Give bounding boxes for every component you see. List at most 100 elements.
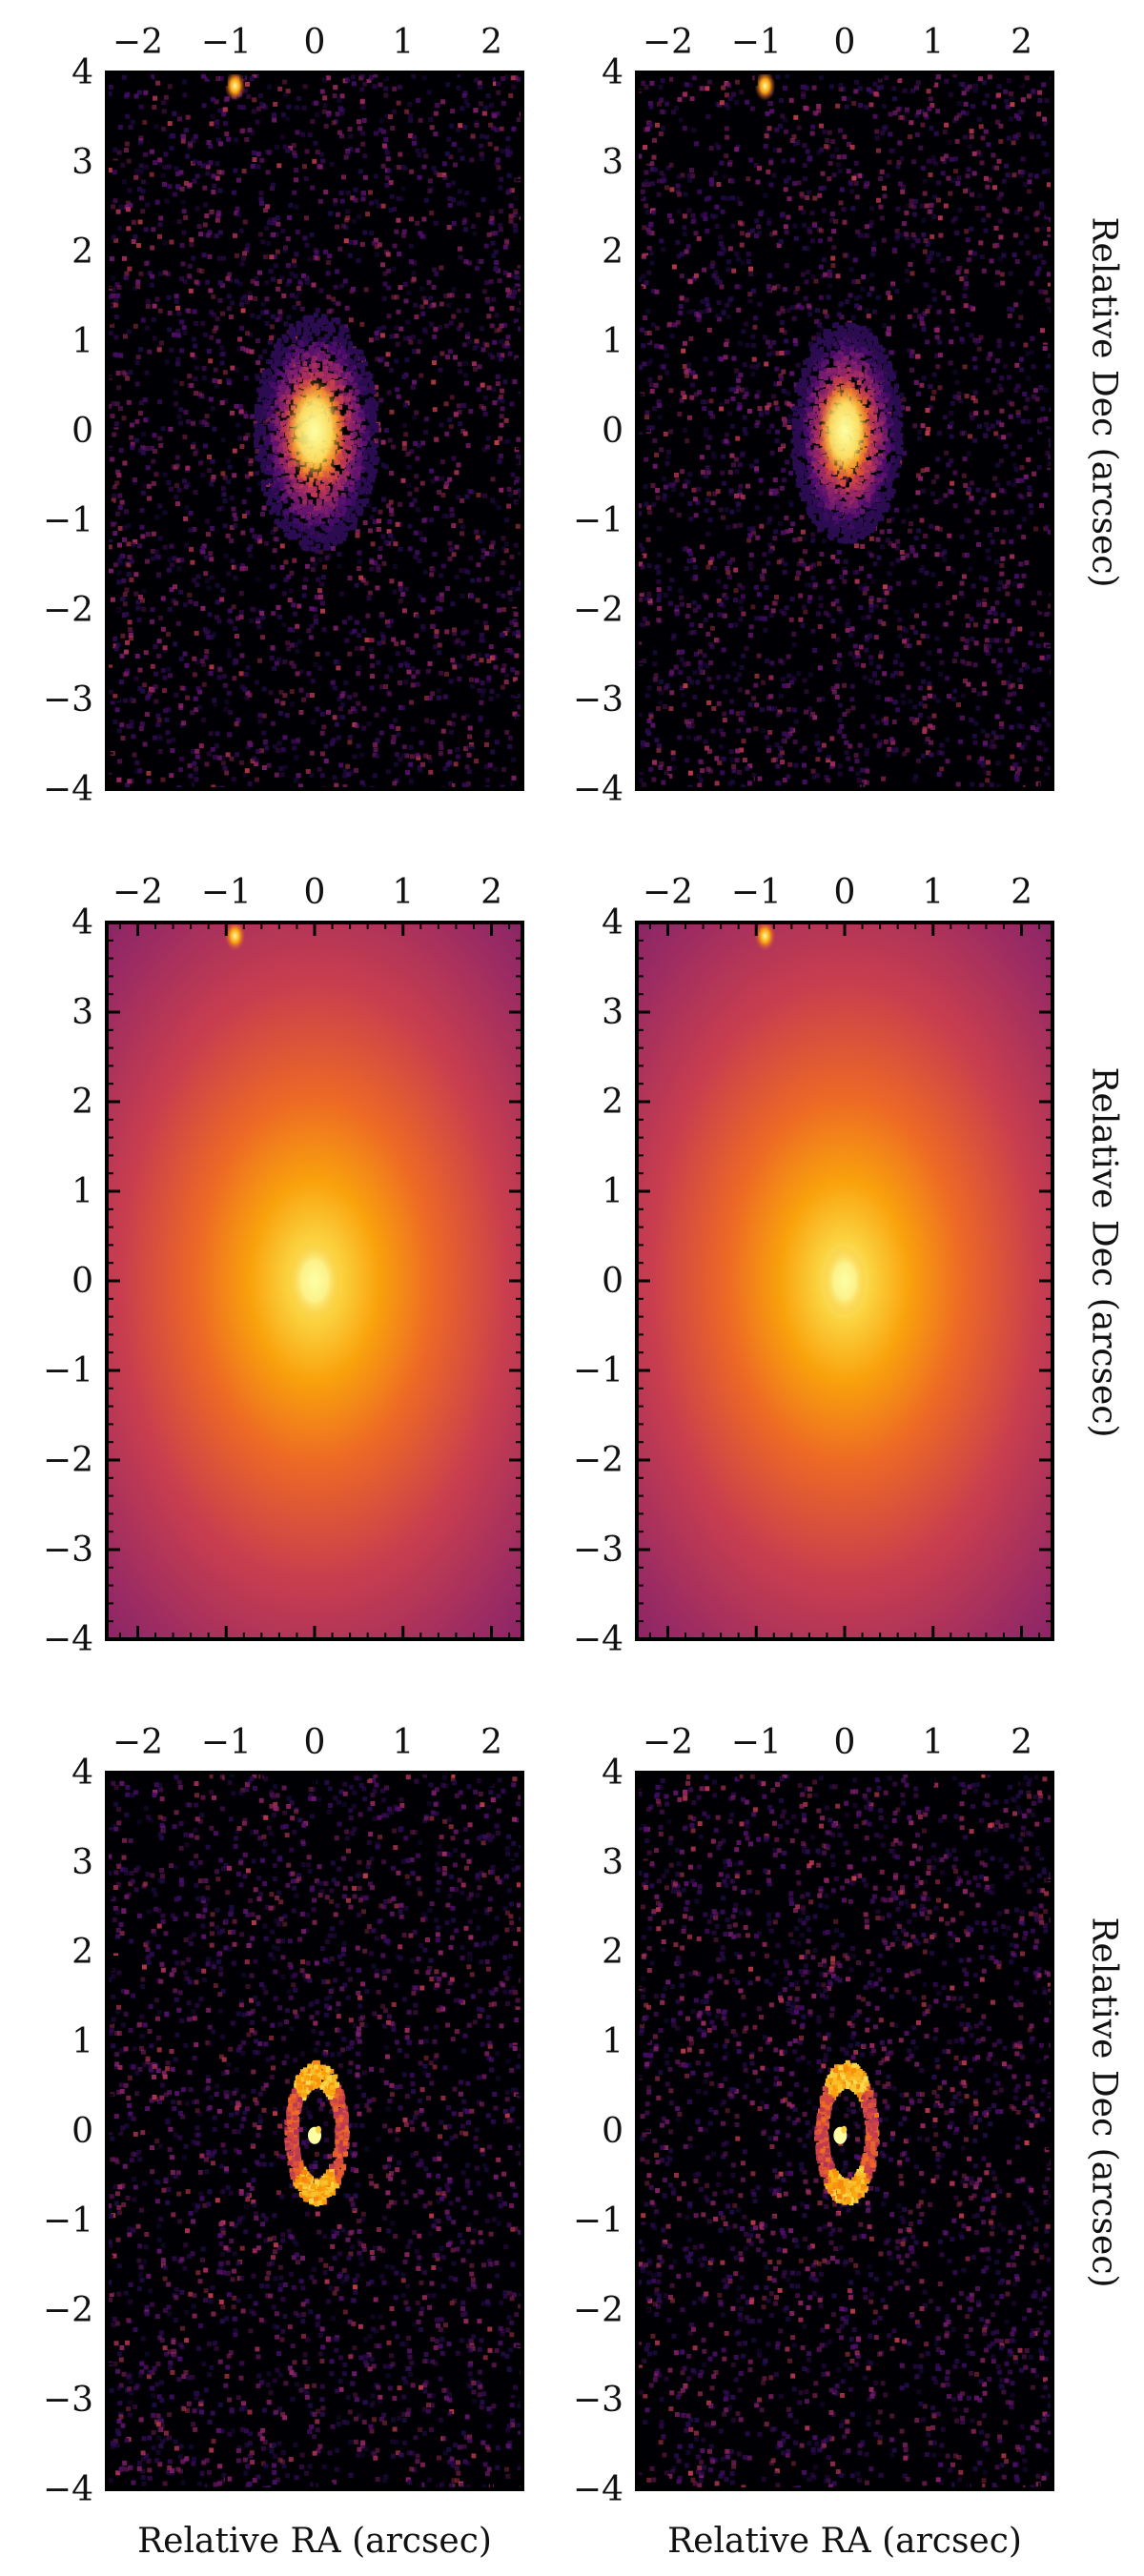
tick-marks [637,921,1052,1641]
y-tick-label: 3 [602,143,623,182]
y-tick-label: −4 [573,2470,623,2509]
x-tick-label: 0 [834,23,856,62]
panel-r3c2: −2 −1 0 1 2 −4 −3 −2 −1 0 1 2 3 4 [573,1723,1054,2509]
x-tick-label: −1 [731,873,782,912]
y-tick-label: 1 [72,2022,93,2061]
model-core [822,1245,868,1317]
y-axis-label: Relative Dec (arcsec) [1084,1066,1124,1438]
y-tick-label: 0 [72,1262,93,1301]
y-tick-label: −4 [43,2470,93,2509]
y-tick-label: 4 [72,903,93,943]
panel-r2c1: −2 −1 0 1 2 −4 −3 −2 −1 0 1 2 3 4 [43,873,524,1659]
y-axis-label: Relative Dec (arcsec) [1084,216,1124,588]
x-tick-label: −1 [201,23,252,62]
x-tick-label: 2 [480,1723,502,1762]
x-tick-label: −1 [731,1723,782,1762]
y-tick-label: 2 [72,1083,93,1122]
x-tick-label: 1 [922,1723,944,1762]
y-tick-label: 2 [72,1933,93,1972]
x-tick-label: −2 [112,23,163,62]
y-tick-label: −3 [573,2381,623,2420]
x-tick-label: 0 [304,23,326,62]
source-core [284,377,345,484]
companion-source [754,923,776,952]
y-tick-label: 2 [72,233,93,272]
y-tick-label: −2 [43,1441,93,1480]
y-tick-label: −1 [573,1351,623,1390]
companion-source [754,72,776,102]
y-tick-label: 2 [602,1933,623,1972]
x-tick-label: 2 [480,23,502,62]
y-tick-label: −4 [573,1620,623,1659]
companion-source [224,923,246,952]
y-tick-label: −2 [43,2291,93,2330]
y-tick-label: 3 [72,993,93,1032]
y-tick-label: −2 [43,591,93,630]
y-tick-label: −1 [573,2201,623,2241]
panel-r1c1: −2 −1 0 1 2 −4 −3 −2 −1 0 1 2 3 4 [43,23,524,809]
y-tick-label: 1 [602,322,623,361]
x-tick-label: −1 [201,1723,252,1762]
x-tick-label: 1 [392,873,414,912]
x-tick-label: 1 [922,23,944,62]
y-tick-label: 1 [602,2022,623,2061]
tick-marks [107,71,522,791]
x-tick-label: −2 [643,1723,693,1762]
y-tick-label: 1 [72,1172,93,1211]
y-tick-label: 0 [602,1262,623,1301]
source-core [818,380,871,481]
panel-r2c2: −2 −1 0 1 2 −4 −3 −2 −1 0 1 2 3 4 [573,873,1054,1659]
y-tick-label: 0 [72,2112,93,2151]
y-tick-label: 1 [72,322,93,361]
residual-ring [284,2059,350,2207]
y-tick-label: −3 [573,1531,623,1570]
y-tick-label: −3 [43,680,93,720]
x-axis-label: Relative RA (arcsec) [137,2522,492,2561]
x-tick-label: 2 [1011,1723,1032,1762]
residual-ring [814,2059,880,2206]
panel-r3c1: −2 −1 0 1 2 −4 −3 −2 −1 0 1 2 3 4 [43,1723,524,2509]
x-tick-label: 0 [304,873,326,912]
noise-speckles [637,1773,1052,2489]
y-tick-label: 4 [602,53,623,92]
y-tick-label: −4 [43,770,93,809]
x-tick-label: −2 [643,873,693,912]
noise-speckles [107,1773,522,2489]
y-tick-label: 3 [72,1843,93,1882]
y-tick-label: 0 [72,412,93,451]
x-tick-label: 2 [1011,873,1032,912]
y-tick-label: −3 [43,1531,93,1570]
y-tick-label: 4 [602,1754,623,1793]
y-tick-label: −1 [43,1351,93,1390]
y-tick-label: 4 [72,1754,93,1793]
tick-marks [637,1771,1052,2491]
y-tick-label: −3 [43,2381,93,2420]
x-tick-label: 1 [392,1723,414,1762]
y-tick-label: 2 [602,233,623,272]
x-tick-label: −1 [201,873,252,912]
y-tick-label: 0 [602,412,623,451]
x-tick-label: 1 [922,873,944,912]
tick-marks [107,921,522,1641]
x-tick-label: 0 [834,1723,856,1762]
y-tick-label: 3 [602,993,623,1032]
y-tick-label: 2 [602,1083,623,1122]
y-tick-label: −2 [573,1441,623,1480]
x-tick-label: −2 [112,873,163,912]
y-tick-label: −4 [573,770,623,809]
y-tick-label: −1 [43,2201,93,2241]
x-tick-label: 2 [1011,23,1032,62]
y-tick-label: 3 [602,1843,623,1882]
y-tick-label: −2 [573,2291,623,2330]
model-core [288,1240,341,1322]
x-tick-label: 2 [480,873,502,912]
y-tick-label: 4 [602,903,623,943]
tick-marks [107,1771,522,2491]
y-tick-label: −1 [43,501,93,540]
companion-source [224,72,246,102]
y-axis-label: Relative Dec (arcsec) [1084,1917,1124,2288]
y-tick-label: −4 [43,1620,93,1659]
y-tick-label: −1 [573,501,623,540]
x-tick-label: 1 [392,23,414,62]
